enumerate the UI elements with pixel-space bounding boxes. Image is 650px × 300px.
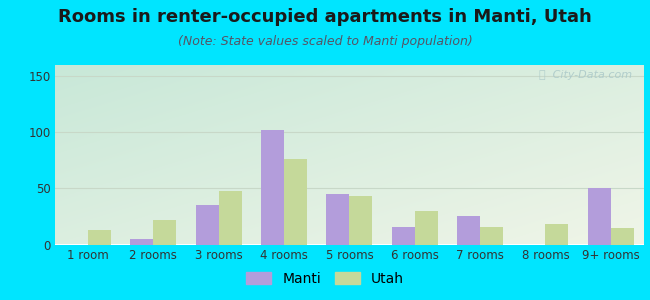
Bar: [588, 188, 611, 244]
Text: (Note: State values scaled to Manti population): (Note: State values scaled to Manti popu…: [177, 34, 473, 47]
Bar: [218, 190, 242, 244]
Legend: Manti, Utah: Manti, Utah: [240, 266, 410, 292]
Bar: [611, 228, 634, 244]
Bar: [480, 226, 503, 244]
Bar: [415, 211, 437, 244]
Bar: [457, 216, 480, 244]
Bar: [131, 239, 153, 244]
Bar: [153, 220, 176, 244]
Bar: [350, 196, 372, 244]
Bar: [284, 159, 307, 244]
Text: ⓘ  City-Data.com: ⓘ City-Data.com: [539, 70, 632, 80]
Bar: [392, 226, 415, 244]
Bar: [261, 130, 284, 244]
Bar: [88, 230, 110, 244]
Text: Rooms in renter-occupied apartments in Manti, Utah: Rooms in renter-occupied apartments in M…: [58, 8, 592, 26]
Bar: [545, 224, 568, 244]
Bar: [196, 205, 218, 244]
Bar: [326, 194, 350, 244]
